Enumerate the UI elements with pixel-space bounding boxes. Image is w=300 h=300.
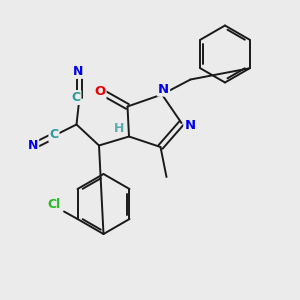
Text: C: C	[50, 128, 58, 142]
Text: N: N	[73, 65, 83, 78]
Text: O: O	[94, 85, 106, 98]
Text: C: C	[71, 91, 80, 104]
Text: H: H	[114, 122, 124, 136]
Text: N: N	[184, 119, 196, 132]
Text: N: N	[158, 82, 169, 96]
Text: Cl: Cl	[48, 197, 61, 211]
Text: N: N	[28, 139, 38, 152]
